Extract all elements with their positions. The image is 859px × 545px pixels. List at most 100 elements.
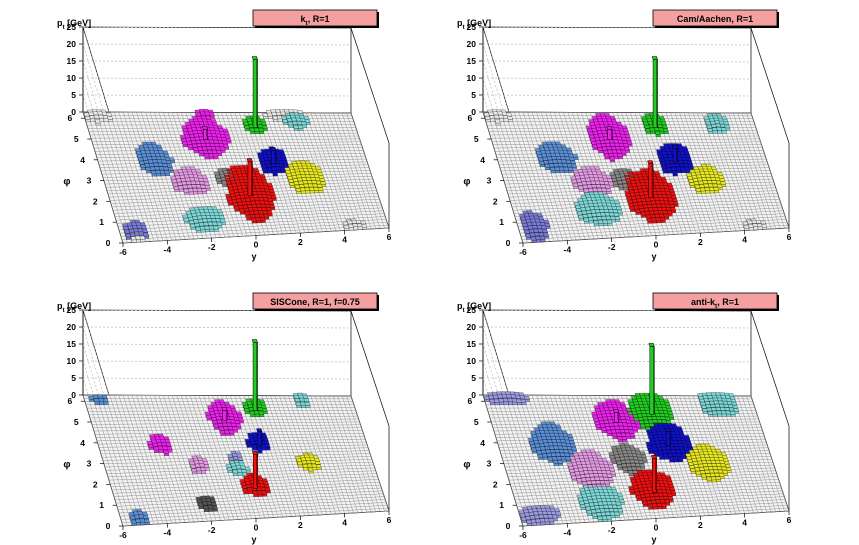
jet-cell	[630, 408, 637, 412]
jet-cell	[652, 447, 658, 452]
jet-cell	[182, 128, 189, 132]
jet-cell	[599, 209, 605, 213]
jet-cell-front	[305, 190, 311, 194]
jet-cell-front	[539, 164, 545, 167]
jet-cell	[196, 499, 203, 504]
jet-cell	[211, 502, 217, 506]
jet-cell-front	[146, 170, 152, 174]
jet-cell	[660, 203, 667, 208]
jet-cell-front	[131, 239, 137, 243]
jet-cell-front	[298, 464, 303, 468]
jet-cell-front	[254, 413, 260, 417]
floor-gridline	[519, 219, 787, 234]
jet-cell	[628, 429, 635, 434]
jet-cell	[286, 118, 293, 122]
jet-cell-front	[179, 188, 184, 192]
jet-cell-front	[615, 219, 621, 222]
jet-cell	[576, 211, 583, 216]
jet-cell	[303, 398, 310, 402]
jet-cell-front	[305, 405, 311, 408]
jet-cell	[276, 157, 283, 161]
jet-cell-front	[656, 220, 662, 224]
jet-cell	[228, 457, 235, 461]
jet-cell	[604, 212, 611, 217]
jet-cell-front	[623, 186, 629, 191]
jet-cell	[258, 213, 265, 218]
jet-cell	[598, 205, 604, 210]
jet-cell	[212, 153, 219, 158]
jet-cell	[611, 178, 618, 182]
jet-cell-front	[300, 190, 306, 194]
jet-cell-front	[94, 401, 100, 405]
jet-cell	[594, 421, 601, 425]
x-tick-label: -2	[608, 242, 616, 252]
jet-cell-front	[263, 116, 269, 119]
jet-cell-front	[265, 447, 271, 451]
y-tick-label: 0	[106, 521, 111, 531]
jet-cell-front	[257, 450, 263, 454]
jet-cell	[483, 396, 490, 400]
y-tick-label: 1	[499, 217, 504, 227]
jet-cell	[360, 220, 367, 225]
jet-cells	[83, 56, 368, 243]
jet-cell	[624, 146, 630, 151]
jet-cell-front	[353, 226, 359, 231]
jet-cell	[596, 188, 603, 192]
jet-cell	[663, 200, 670, 205]
z-tick-label: 25	[467, 22, 477, 32]
jet-cell	[534, 148, 541, 152]
jet-cell-front	[655, 134, 661, 137]
jet-cell	[712, 183, 719, 188]
jet-cell	[159, 170, 166, 174]
jet-cell-front	[748, 227, 754, 231]
jet-cell-front	[168, 170, 174, 173]
jet-cell	[196, 188, 203, 192]
jet-cell	[704, 119, 711, 123]
jet-cell-front	[209, 228, 215, 232]
jet-cell-front	[246, 445, 252, 448]
jet-cell	[727, 404, 734, 408]
x-tick-label: 2	[698, 237, 703, 247]
jet-cell	[661, 124, 668, 129]
jet-cell-front	[559, 170, 565, 173]
jet-cell-front	[542, 456, 548, 460]
x-tick-label: -6	[519, 247, 527, 257]
jet-cell	[101, 111, 108, 116]
jet-cell	[293, 395, 300, 399]
jet-tower-top	[246, 158, 253, 163]
jet-cell	[623, 143, 629, 147]
jet-cell	[186, 141, 193, 145]
jet-cell	[265, 110, 272, 114]
jet-cell	[164, 170, 170, 174]
jet-cell	[217, 140, 224, 144]
jet-cell	[681, 157, 688, 161]
x-tick-label: 6	[387, 232, 392, 242]
jet-cell	[700, 402, 706, 406]
jet-cell	[756, 223, 763, 228]
jet-cell	[521, 219, 528, 224]
jet-cell-front	[263, 171, 268, 174]
jet-cell-front	[198, 505, 204, 510]
jet-cell	[260, 203, 267, 208]
jet-cell	[261, 408, 268, 412]
jet-cell	[601, 216, 607, 220]
jet-cell-front	[184, 191, 190, 195]
jet-cell	[190, 180, 197, 185]
jet-cell	[289, 169, 296, 173]
jet-cell	[165, 442, 172, 447]
jet-cell-front	[188, 147, 194, 151]
jet-tower-top	[647, 160, 654, 165]
floor-gridline	[98, 441, 367, 448]
jet-cell-front	[245, 128, 250, 131]
jet-cell	[692, 178, 699, 182]
jet-cell-front	[619, 187, 624, 191]
jet-cell	[530, 444, 536, 448]
jet-cell	[195, 112, 202, 117]
jet-cell	[274, 163, 281, 167]
jet-cell	[229, 193, 236, 197]
jet-cell-front	[717, 130, 723, 134]
jet-cell-front	[259, 414, 265, 417]
jet-cell-front	[140, 239, 146, 243]
jet-cell-front	[499, 118, 504, 122]
jet-cell-front	[610, 159, 615, 163]
